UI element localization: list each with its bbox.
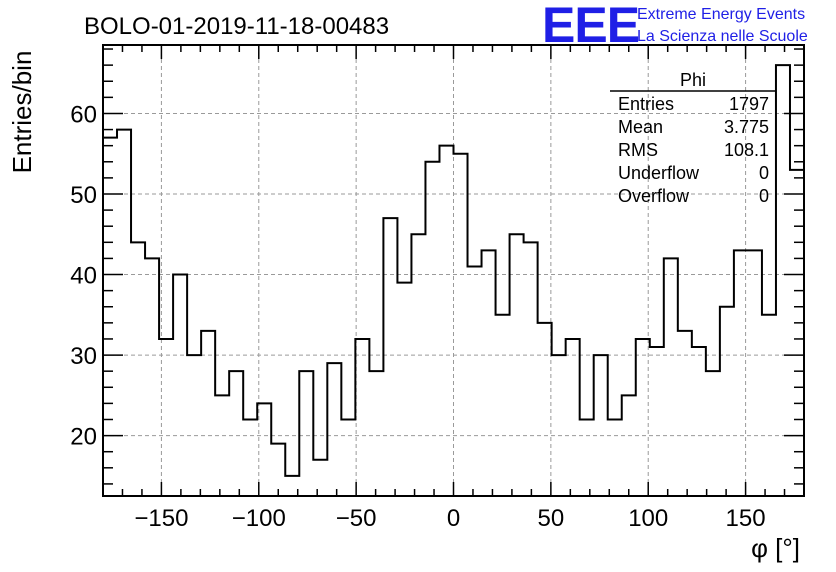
tick-labels: −150 −100 −50 0 50 100 150 20 30 40 50 60 xyxy=(70,101,765,532)
histogram-bin xyxy=(159,339,173,496)
x-tick-label: 150 xyxy=(726,505,766,532)
histogram-bin xyxy=(636,339,650,496)
y-tick-label: 60 xyxy=(70,101,97,128)
histogram-bin xyxy=(327,363,341,496)
histogram-bin xyxy=(131,242,145,496)
run-title: BOLO-01-2019-11-18-00483 xyxy=(84,13,389,40)
grid-lines xyxy=(103,45,804,496)
histogram-bin xyxy=(201,331,215,496)
y-tick-label: 40 xyxy=(70,263,97,290)
histogram-bin xyxy=(145,258,159,496)
eee-logo: EEE Extreme Energy Events La Scienza nel… xyxy=(542,0,808,53)
histogram-series xyxy=(103,64,804,496)
logo-mark: EEE xyxy=(542,0,639,53)
histogram-bin xyxy=(243,419,257,496)
histogram-bin xyxy=(383,218,397,496)
histogram-bin xyxy=(187,355,201,496)
histogram-bin xyxy=(552,355,566,496)
histogram-bin xyxy=(748,250,762,496)
stats-label: Overflow xyxy=(618,186,690,206)
axes xyxy=(102,44,805,497)
x-tick-label: −150 xyxy=(134,505,188,532)
histogram-bin xyxy=(776,65,790,496)
stats-title: Phi xyxy=(680,70,706,90)
x-tick-label: 0 xyxy=(447,505,460,532)
histogram-bin xyxy=(608,419,622,496)
histogram-bin xyxy=(313,460,327,496)
histogram-bin xyxy=(482,250,496,496)
stats-rows: Entries 1797 Mean 3.775 RMS 108.1 Underflow 0 Ov… xyxy=(618,94,769,206)
histogram-bin xyxy=(692,347,706,496)
stats-value: 3.775 xyxy=(724,117,769,137)
logo-line-1: Extreme Energy Events xyxy=(637,6,805,23)
histogram-bin xyxy=(720,307,734,496)
histogram-bin xyxy=(299,371,313,496)
histogram-bin xyxy=(355,339,369,496)
logo-line-2: La Scienza nelle Scuole xyxy=(637,28,808,45)
y-tick-label: 50 xyxy=(70,182,97,209)
stats-value: 0 xyxy=(759,186,769,206)
histogram-bin xyxy=(790,170,804,496)
y-axis-title: Entries/bin xyxy=(7,51,37,174)
histogram-bin xyxy=(454,154,468,496)
stats-label: Entries xyxy=(618,94,674,114)
histogram-bin xyxy=(650,347,664,496)
histogram-bin xyxy=(439,146,453,496)
histogram-bin xyxy=(664,258,678,496)
x-tick-label: 100 xyxy=(628,505,668,532)
histogram-bin xyxy=(734,250,748,496)
stats-value: 0 xyxy=(759,163,769,183)
histogram-bin xyxy=(538,323,552,496)
stats-value: 108.1 xyxy=(724,140,769,160)
histogram-bin xyxy=(496,315,510,496)
histogram-bin xyxy=(369,371,383,496)
histogram-bin xyxy=(622,395,636,496)
histogram-bin xyxy=(215,395,229,496)
histogram-bin xyxy=(229,371,243,496)
histogram-bin xyxy=(566,339,580,496)
histogram-bin xyxy=(103,138,117,496)
stats-box: Phi Entries 1797 Mean 3.775 RMS 108.1 Underflo… xyxy=(610,70,776,206)
histogram-bin xyxy=(762,315,776,496)
histogram-bin xyxy=(397,283,411,496)
histogram-bin xyxy=(117,130,131,496)
histogram-bin xyxy=(594,355,608,496)
stats-label: RMS xyxy=(618,140,658,160)
histogram-bin xyxy=(425,162,439,496)
histogram-bin xyxy=(678,331,692,496)
histogram-bin xyxy=(706,371,720,496)
histogram-bin xyxy=(173,275,187,496)
stats-value: 1797 xyxy=(729,94,769,114)
histogram-bin xyxy=(510,234,524,496)
x-tick-label: 50 xyxy=(538,505,565,532)
histogram-bin xyxy=(411,234,425,496)
histogram-bin xyxy=(341,419,355,496)
x-tick-label: −50 xyxy=(336,505,377,532)
y-tick-label: 20 xyxy=(70,424,97,451)
histogram-bin xyxy=(524,242,538,496)
histogram-bin xyxy=(468,266,482,496)
y-tick-label: 30 xyxy=(70,343,97,370)
stats-label: Mean xyxy=(618,117,663,137)
x-tick-label: −100 xyxy=(232,505,286,532)
histogram-outline xyxy=(103,64,804,477)
x-axis-title: φ [°] xyxy=(751,533,800,563)
histogram-bin xyxy=(580,419,594,496)
histogram-bin xyxy=(271,444,285,496)
stats-label: Underflow xyxy=(618,163,700,183)
